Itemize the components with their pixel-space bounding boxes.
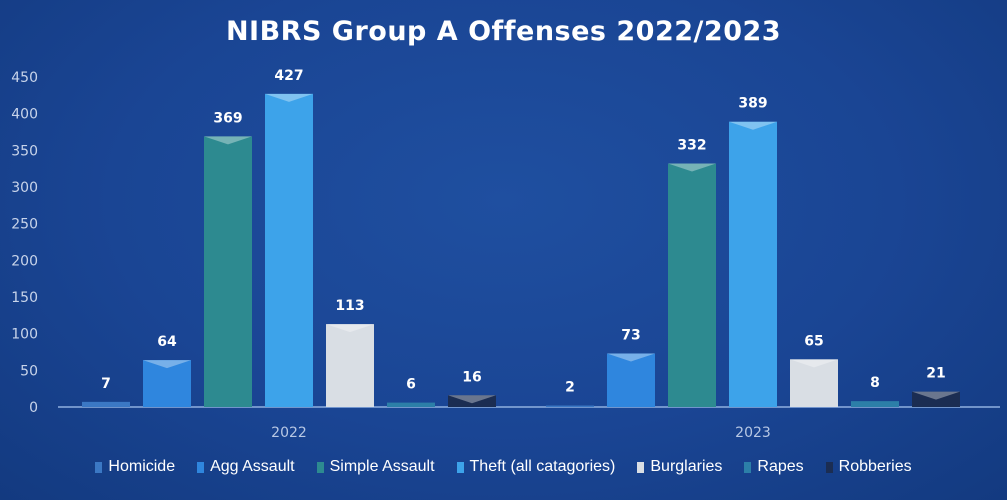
legend-item: Robberies: [825, 458, 912, 476]
bar-bevel: [912, 391, 960, 400]
legend-label: Rapes: [757, 458, 804, 475]
legend-item: Agg Assault: [197, 458, 295, 476]
legend-swatch: [637, 461, 645, 473]
legend-label: Agg Assault: [210, 458, 295, 475]
data-label: 369: [213, 110, 242, 126]
legend-label: Burglaries: [650, 458, 723, 475]
bar-simple-assault-2023: [668, 163, 716, 407]
legend-swatch: [95, 461, 103, 473]
x-tick-label: 2022: [271, 425, 307, 441]
bar-robberies-2022: [448, 395, 496, 407]
bar-homicide-2022: [82, 401, 130, 407]
bar-robberies-2023: [912, 391, 960, 407]
bar-bevel: [607, 353, 655, 362]
legend-label: Robberies: [838, 458, 912, 475]
data-label: 65: [804, 333, 823, 349]
data-label: 113: [335, 298, 364, 314]
legend-label: Homicide: [108, 458, 176, 475]
legend-item: Burglaries: [637, 458, 722, 476]
legend-label: Theft (all catagories): [469, 458, 616, 475]
y-tick-label: 50: [20, 363, 38, 379]
x-tick-label: 2023: [735, 425, 771, 441]
data-label: 8: [870, 375, 880, 391]
bar-theft-all-catagories--2023: [729, 121, 777, 407]
data-label: 2: [565, 380, 575, 396]
legend-label: Simple Assault: [329, 458, 435, 475]
legend: Homicide Agg Assault Simple Assault Theft (…: [0, 458, 1007, 476]
bar-rapes-2022: [387, 402, 435, 407]
y-tick-label: 250: [11, 217, 38, 233]
data-label: 21: [926, 366, 945, 382]
legend-item: Theft (all catagories): [456, 458, 616, 476]
legend-item: Homicide: [95, 458, 175, 476]
bar-burglaries-2022: [326, 324, 374, 407]
data-label: 6: [406, 377, 416, 393]
data-label: 389: [738, 96, 767, 112]
data-label: 332: [677, 138, 706, 154]
bar-bevel: [143, 360, 191, 369]
bar-agg-assault-2023: [607, 353, 655, 407]
y-tick-label: 450: [11, 70, 38, 86]
y-tick-label: 400: [11, 107, 38, 123]
legend-item: Rapes: [744, 458, 804, 476]
data-label: 64: [157, 334, 177, 350]
bar-bevel: [265, 93, 313, 102]
bar-bevel: [668, 163, 716, 172]
y-tick-label: 150: [11, 290, 38, 306]
bar-bevel: [204, 136, 252, 145]
y-tick-label: 350: [11, 143, 38, 159]
bar-bevel: [448, 395, 496, 404]
bar-bevel: [790, 359, 838, 368]
bar-bevel: [326, 324, 374, 333]
bar-simple-assault-2022: [204, 136, 252, 407]
legend-swatch: [744, 461, 752, 473]
y-tick-label: 100: [11, 327, 38, 343]
data-label: 16: [462, 369, 481, 385]
bar-agg-assault-2022: [143, 360, 191, 407]
bar-homicide-2023: [546, 405, 594, 408]
data-label: 7: [101, 376, 111, 392]
y-tick-label: 200: [11, 253, 38, 269]
bar-rapes-2023: [851, 401, 899, 407]
legend-item: Simple Assault: [316, 458, 435, 476]
bar-burglaries-2023: [790, 359, 838, 407]
data-label: 73: [621, 327, 640, 343]
legend-swatch: [316, 461, 324, 473]
legend-swatch: [456, 461, 464, 473]
bar-bevel: [729, 121, 777, 130]
y-tick-label: 0: [29, 400, 38, 416]
y-tick-label: 300: [11, 180, 38, 196]
bar-theft-all-catagories--2022: [265, 93, 313, 407]
legend-swatch: [197, 461, 205, 473]
data-label: 427: [274, 68, 303, 84]
legend-swatch: [825, 461, 833, 473]
chart-title: NIBRS Group A Offenses 2022/2023: [225, 16, 782, 47]
